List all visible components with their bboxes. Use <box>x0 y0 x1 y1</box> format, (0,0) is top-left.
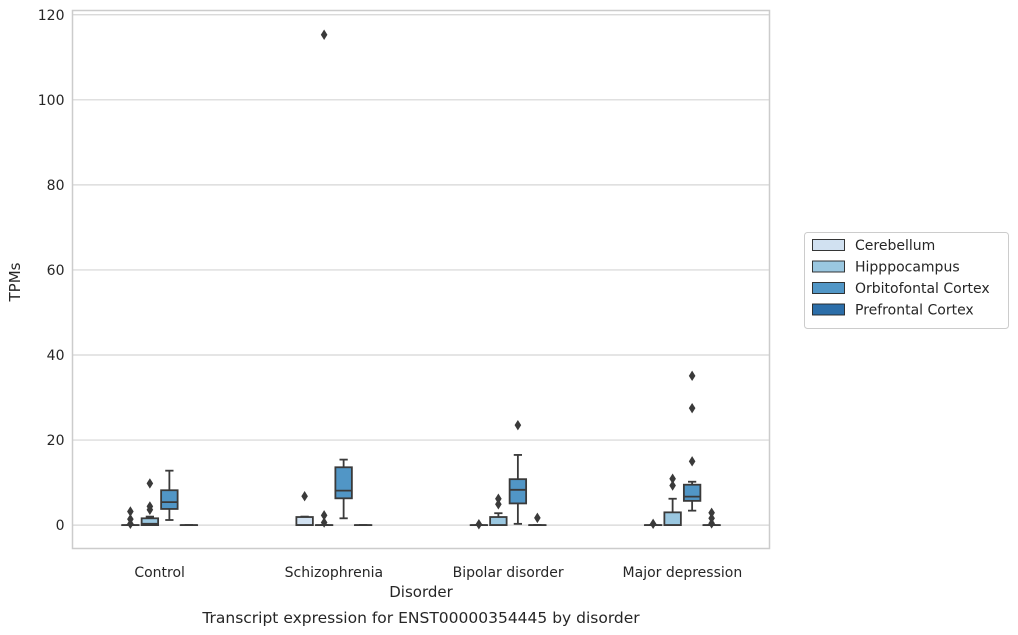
outlier-point <box>688 456 696 467</box>
iqr-box <box>508 478 528 505</box>
y-axis-label: TPMs <box>6 262 24 302</box>
outlier-point <box>495 493 502 504</box>
outlier-point <box>127 506 134 517</box>
legend-frame <box>804 232 1009 329</box>
box-cerebellum <box>643 518 663 530</box>
legend-entry-label: Cerebellum <box>855 238 935 254</box>
outlier-point <box>688 370 696 382</box>
box-orbitofontal-cortex <box>508 419 528 525</box>
outlier-point <box>146 501 154 512</box>
iqr-box <box>295 516 314 527</box>
outlier-point <box>495 499 502 510</box>
outlier-point <box>127 513 134 525</box>
iqr-box <box>489 516 508 527</box>
outlier-point <box>320 517 328 528</box>
x-axis-label: Disorder <box>389 583 453 601</box>
box-orbitofontal-cortex <box>334 458 353 520</box>
iqr-box <box>663 511 682 527</box>
y-tick-label: 0 <box>56 518 65 534</box>
y-tick-labels: 0 20 40 60 80 100 120 <box>38 8 65 534</box>
outlier-point <box>688 402 696 414</box>
outlier-point <box>320 29 328 40</box>
y-tick-label: 100 <box>38 93 65 109</box>
box-prefrontal-cortex <box>528 512 547 527</box>
box-hipppocampus <box>489 493 508 527</box>
box-hipppocampus <box>663 473 682 527</box>
box-prefrontal-cortex <box>702 507 721 529</box>
outlier-point <box>320 510 328 521</box>
iqr-box <box>334 466 353 500</box>
gridlines <box>72 14 770 526</box>
y-tick-label: 60 <box>47 263 65 279</box>
box-cerebellum <box>469 519 489 530</box>
box-hipppocampus <box>140 478 160 527</box>
legend: Cerebellum Hipppocampus Orbitofontal Corte… <box>804 232 1009 329</box>
box-hipppocampus <box>314 29 334 528</box>
iqr-box <box>140 517 160 527</box>
outlier-point <box>708 507 715 518</box>
legend-entry-label: Hipppocampus <box>855 260 960 276</box>
outlier-point <box>514 419 522 431</box>
outlier-point <box>301 490 308 502</box>
iqr-box <box>160 489 179 510</box>
legend-entry-label: Prefrontal Cortex <box>855 303 974 319</box>
x-tick-label: Control <box>134 565 185 581</box>
x-tick-label: Bipolar disorder <box>453 565 564 581</box>
x-tick-label: Major depression <box>623 565 743 581</box>
box-cerebellum <box>121 506 140 530</box>
outlier-point <box>669 473 676 484</box>
legend-entry-label: Orbitofontal Cortex <box>855 281 990 297</box>
outlier-point <box>649 518 657 530</box>
box-orbitofontal-cortex <box>682 370 702 512</box>
chart-caption: Transcript expression for ENST0000035444… <box>201 609 640 627</box>
x-tick-label: Schizophrenia <box>285 565 383 581</box>
outlier-point <box>708 513 715 524</box>
y-tick-label: 120 <box>38 8 65 24</box>
legend-swatch <box>812 303 845 316</box>
outlier-point <box>475 519 483 530</box>
legend-swatch <box>812 260 845 273</box>
y-tick-label: 80 <box>47 178 65 194</box>
outlier-point <box>146 478 154 489</box>
y-tick-label: 40 <box>47 348 65 364</box>
box-cerebellum <box>295 490 314 527</box>
x-tick-labels: Control Schizophrenia Bipolar disorder Majo… <box>134 565 742 581</box>
legend-swatch <box>812 239 845 251</box>
outlier-point <box>534 512 541 524</box>
iqr-box <box>682 483 702 502</box>
legend-swatch <box>812 282 845 294</box>
y-tick-label: 20 <box>47 433 65 449</box>
box-orbitofontal-cortex <box>160 469 179 521</box>
box-layer <box>121 29 721 530</box>
outlier-point <box>669 480 676 491</box>
plot-frame <box>71 9 771 550</box>
